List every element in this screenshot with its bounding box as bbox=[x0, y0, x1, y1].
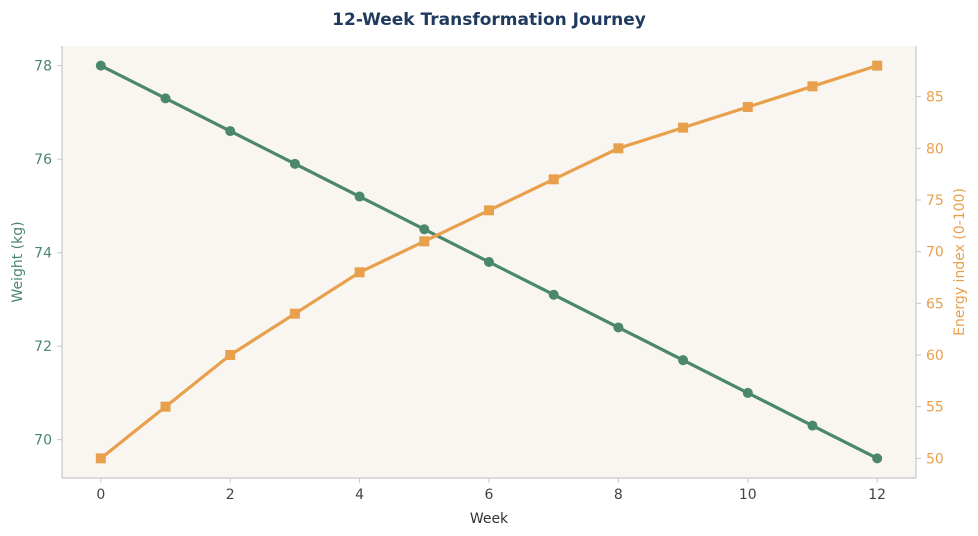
right-tick-label: 80 bbox=[926, 141, 944, 157]
x-tick-label: 0 bbox=[96, 487, 105, 503]
weight-point bbox=[742, 387, 753, 398]
right-tick-label: 60 bbox=[926, 348, 944, 364]
right-tick-label: 85 bbox=[926, 90, 944, 106]
weight-point bbox=[807, 420, 818, 431]
weight-point bbox=[95, 60, 106, 71]
energy-point bbox=[548, 174, 559, 185]
left-axis-label: Weight (kg) bbox=[10, 221, 26, 302]
energy-point bbox=[807, 81, 818, 92]
weight-point bbox=[548, 289, 559, 300]
right-tick-label: 50 bbox=[926, 451, 944, 467]
left-tick-label: 70 bbox=[34, 433, 52, 449]
weight-point bbox=[419, 224, 430, 235]
energy-point bbox=[419, 236, 430, 247]
energy-point bbox=[289, 308, 300, 319]
x-axis-label: Week bbox=[470, 511, 509, 527]
chart-title: 12-Week Transformation Journey bbox=[332, 10, 646, 30]
energy-point bbox=[160, 401, 171, 412]
weight-point bbox=[872, 453, 883, 464]
right-axis-label: Energy index (0-100) bbox=[952, 188, 968, 336]
weight-point bbox=[613, 322, 624, 333]
energy-point bbox=[613, 143, 624, 154]
energy-point bbox=[678, 122, 689, 133]
x-tick-label: 12 bbox=[868, 487, 886, 503]
left-tick-label: 72 bbox=[34, 339, 52, 355]
right-tick-label: 70 bbox=[926, 245, 944, 261]
weight-point bbox=[484, 257, 494, 267]
x-tick-label: 4 bbox=[355, 487, 364, 503]
x-tick-label: 2 bbox=[226, 487, 235, 503]
axes: 0 2 4 6 8 10 12 70 72 74 76 78 50 55 60 65 70 75 80 85 bbox=[34, 46, 944, 503]
energy-point bbox=[484, 205, 494, 216]
x-tick-label: 6 bbox=[485, 487, 494, 503]
weight-point bbox=[678, 355, 689, 366]
weight-point bbox=[289, 158, 300, 169]
right-tick-label: 65 bbox=[926, 296, 944, 312]
energy-point bbox=[872, 60, 883, 71]
left-tick-label: 74 bbox=[34, 246, 52, 262]
x-tick-label: 8 bbox=[614, 487, 623, 503]
right-tick-label: 55 bbox=[926, 400, 944, 416]
series-layer bbox=[95, 60, 883, 464]
left-tick-label: 76 bbox=[34, 152, 52, 168]
right-tick-label: 75 bbox=[926, 193, 944, 209]
weight-point bbox=[225, 126, 236, 137]
energy-point bbox=[95, 453, 106, 464]
x-tick-label: 10 bbox=[739, 487, 757, 503]
energy-point bbox=[354, 267, 365, 278]
left-tick-label: 78 bbox=[34, 59, 52, 75]
energy-point bbox=[742, 101, 753, 112]
energy-point bbox=[225, 350, 236, 361]
weight-point bbox=[354, 191, 365, 202]
weight-point bbox=[160, 93, 171, 104]
